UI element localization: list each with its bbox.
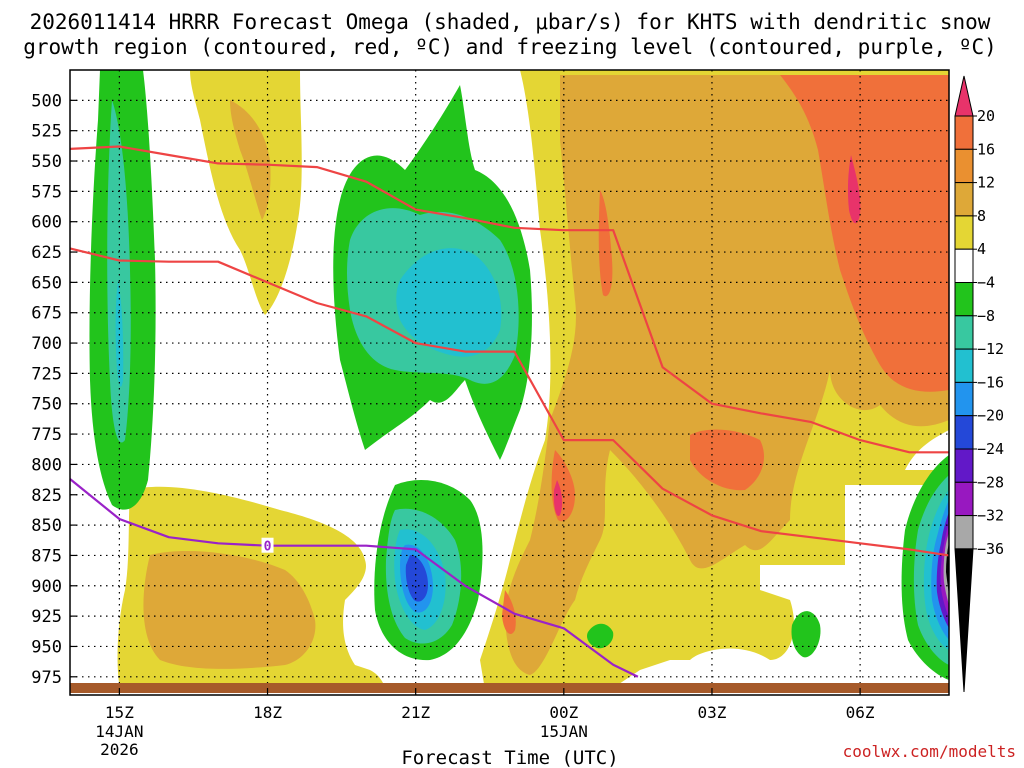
- y-tick-label: 750: [31, 395, 62, 415]
- y-tick-label: 525: [31, 122, 62, 142]
- omega-shade-teal-west: [107, 100, 131, 443]
- chart-title-line2: growth region (contoured, red, ºC) and f…: [23, 35, 997, 59]
- y-tick-label: 825: [31, 486, 62, 506]
- omega-shade-orange-west-upper: [230, 100, 271, 220]
- freezing-level-label: 0: [264, 540, 272, 555]
- dgz-bottom-line: [69, 247, 950, 557]
- freezing-level-line: [69, 478, 639, 678]
- plot-area: 0: [69, 69, 950, 696]
- omega-shade-green-spot-2: [791, 611, 821, 658]
- omega-shade-cyan-west: [115, 280, 124, 387]
- y-tick-label: 975: [31, 668, 62, 688]
- y-tick-label: 800: [31, 455, 62, 475]
- y-axis-ticks: 500 525 550 575 600 625 650 675 700 725 750 775 800 8…: [31, 91, 77, 688]
- y-tick-label: 850: [31, 516, 62, 536]
- x-tick-label: 00Z: [549, 703, 578, 722]
- x-tick-date: 14JAN: [95, 722, 143, 741]
- colorbar-bottom-arrow: [954, 548, 974, 693]
- y-tick-label: 575: [31, 182, 62, 202]
- omega-shade-cyan-mid: [396, 248, 502, 357]
- colorbar-segment: [954, 448, 974, 483]
- omega-shade-orange-west-lower: [143, 550, 316, 669]
- colorbar: 20 16 12 8 4 −4 −8 −12 −16 −20 −24 −28 −32 −36: [954, 75, 1004, 693]
- colorbar-label: 12: [977, 174, 995, 192]
- y-tick-label: 725: [31, 364, 62, 384]
- y-tick-label: 875: [31, 546, 62, 566]
- colorbar-segment: [954, 381, 974, 417]
- y-tick-label: 650: [31, 273, 62, 293]
- colorbar-segment: [954, 348, 974, 383]
- colorbar-label: 4: [977, 240, 986, 258]
- omega-shade-orange-spot-1: [598, 190, 613, 297]
- chart-lines: 0: [69, 145, 950, 678]
- colorbar-label: −16: [977, 373, 1004, 391]
- colorbar-label: −20: [977, 407, 1004, 425]
- colorbar-segment: [954, 315, 974, 350]
- freezing-label-bg: [261, 537, 274, 553]
- dgz-top-line: [69, 145, 949, 454]
- colorbar-label: −8: [977, 307, 995, 325]
- colorbar-label: 20: [977, 107, 995, 125]
- colorbar-segment: [954, 148, 974, 184]
- colorbar-segment: [954, 481, 974, 517]
- omega-shade-orange-spot-4: [502, 590, 516, 635]
- colorbar-segment: [954, 182, 974, 217]
- y-tick-label: 625: [31, 243, 62, 263]
- x-tick-label: 06Z: [846, 703, 875, 722]
- y-tick-label: 925: [31, 607, 62, 627]
- colorbar-label: −12: [977, 340, 1004, 358]
- y-tick-label: 600: [31, 213, 62, 233]
- x-tick-date: 15JAN: [540, 722, 588, 741]
- colorbar-segment: [954, 215, 974, 250]
- ground-strip: [70, 683, 949, 693]
- y-tick-label: 950: [31, 637, 62, 657]
- omega-shade-green-spot-1: [587, 623, 614, 649]
- omega-shade-yellow-west-upper: [190, 70, 302, 315]
- colorbar-label: 8: [977, 207, 986, 225]
- omega-shade-orange-spot-2: [690, 429, 765, 491]
- colorbar-label: −24: [977, 440, 1004, 458]
- x-tick-label: 15Z: [105, 703, 134, 722]
- y-tick-label: 675: [31, 304, 62, 324]
- colorbar-segment: [954, 282, 974, 317]
- omega-shade-darkblue-low: [405, 555, 428, 602]
- credit-text: coolwx.com/modelts: [843, 742, 1016, 761]
- colorbar-segment: [954, 415, 974, 450]
- chart-grid: [70, 70, 949, 695]
- plot-frame: [69, 69, 950, 696]
- omega-shading: [89, 70, 949, 690]
- omega-shade-orange: [780, 75, 949, 392]
- colorbar-label: −4: [977, 274, 995, 292]
- y-tick-label: 700: [31, 334, 62, 354]
- omega-shade-red-max: [847, 155, 861, 224]
- colorbar-label: −32: [977, 507, 1004, 525]
- colorbar-top-arrow: [954, 75, 974, 117]
- y-tick-label: 500: [31, 91, 62, 111]
- x-tick-label: 21Z: [401, 703, 430, 722]
- colorbar-label: −28: [977, 473, 1004, 491]
- colorbar-segment: [954, 515, 974, 550]
- colorbar-segment: [954, 248, 974, 283]
- chart-title-line1: 2026011414 HRRR Forecast Omega (shaded, …: [30, 10, 991, 34]
- x-tick-year: 2026: [100, 740, 139, 759]
- omega-shade-red-spot: [553, 480, 563, 516]
- y-tick-label: 900: [31, 577, 62, 597]
- x-tick-label: 03Z: [698, 703, 727, 722]
- colorbar-segment: [954, 115, 974, 150]
- colorbar-label: −36: [977, 540, 1004, 558]
- x-axis-label: Forecast Time (UTC): [401, 747, 618, 768]
- colorbar-label: 16: [977, 140, 995, 158]
- y-tick-label: 550: [31, 152, 62, 172]
- y-tick-label: 775: [31, 425, 62, 445]
- x-tick-label: 18Z: [253, 703, 282, 722]
